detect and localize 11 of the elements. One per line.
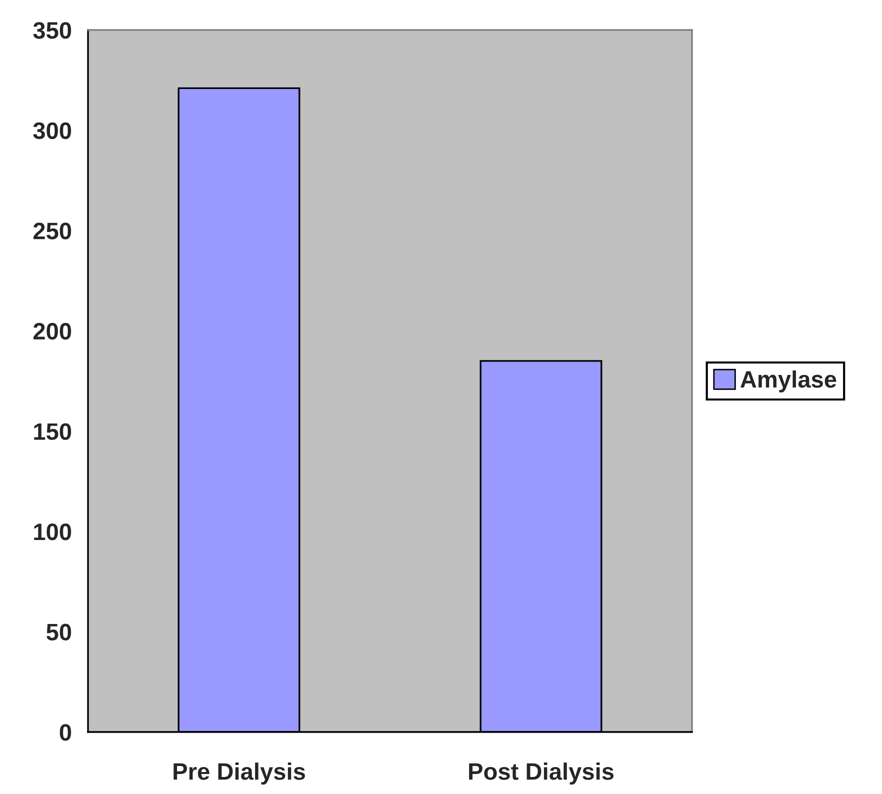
legend-label: Amylase: [740, 370, 836, 392]
y-tick-label: 100: [34, 523, 72, 540]
y-tick-label: 200: [33, 322, 72, 340]
x-tick-label: Pre Dialysis: [174, 762, 305, 785]
y-tick-label: 0: [60, 724, 72, 741]
y-tick-label: 350: [33, 22, 72, 39]
x-tick-label: Post Dialysis: [469, 762, 614, 785]
y-tick-label: 250: [33, 222, 72, 240]
y-tick-label: 150: [34, 423, 72, 440]
y-tick-label: 50: [46, 624, 72, 640]
y-tick-label: 300: [33, 122, 72, 140]
